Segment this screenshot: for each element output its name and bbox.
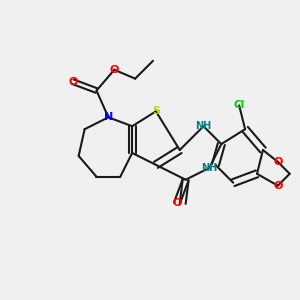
- Text: NH: NH: [201, 163, 218, 173]
- Text: S: S: [152, 106, 160, 116]
- Text: O: O: [273, 157, 283, 167]
- Text: NH: NH: [195, 121, 212, 131]
- Text: N: N: [104, 112, 113, 122]
- Text: O: O: [68, 76, 77, 87]
- Text: Cl: Cl: [233, 100, 245, 110]
- Text: O: O: [110, 65, 119, 75]
- Text: O: O: [273, 181, 283, 191]
- Text: O: O: [172, 199, 182, 208]
